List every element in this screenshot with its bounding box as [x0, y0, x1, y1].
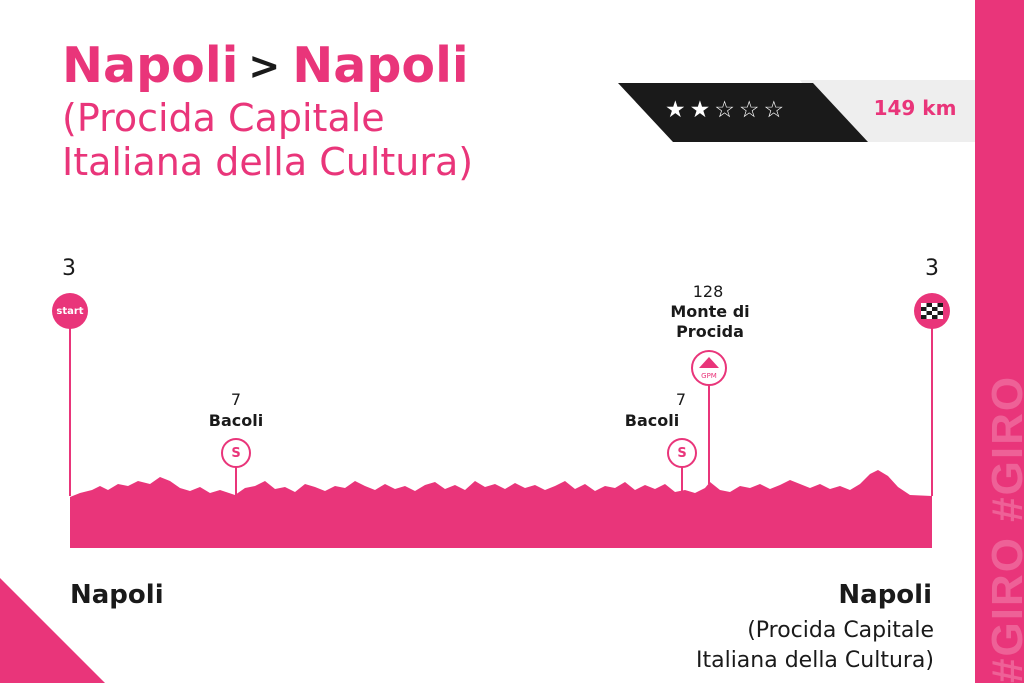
start-altitude: 3 — [62, 256, 76, 281]
waypoint1-altitude: 7 — [230, 390, 242, 409]
finish-sub: (Procida Capitale Italiana della Cultura… — [696, 616, 934, 676]
waypoint3-stem — [708, 384, 710, 484]
checkered-flag-icon — [914, 293, 950, 329]
waypoint3-altitude: 128 — [692, 282, 724, 301]
waypoint2-stem — [681, 467, 683, 493]
waypoint2-name: Bacoli — [624, 411, 680, 430]
sprint-badge-2: S — [667, 438, 697, 468]
sprint-badge-1: S — [221, 438, 251, 468]
title-to: Napoli — [292, 37, 469, 94]
title-arrow-icon: > — [248, 44, 281, 88]
difficulty-stars: ★★☆☆☆ — [665, 97, 789, 123]
start-badge: start — [52, 293, 88, 329]
waypoint3-name-line2: Procida — [676, 322, 744, 341]
elevation-profile — [70, 470, 932, 548]
finish-sub-line1: (Procida Capitale — [747, 618, 934, 643]
title-from: Napoli — [62, 37, 239, 94]
finish-sub-line2: Italiana della Cultura) — [695, 648, 934, 673]
profile-shape — [70, 470, 932, 548]
start-stem — [69, 326, 71, 496]
finish-stem — [931, 326, 933, 496]
title-main: Napoli > Napoli — [62, 36, 473, 96]
title-sub-line2: Italiana della Cultura) — [62, 140, 474, 184]
distance-value: 149 km — [873, 96, 957, 120]
mountain-icon: GPM — [699, 357, 719, 380]
corner-decoration — [0, 578, 105, 683]
waypoint3-name: Monte di Procida — [660, 302, 760, 342]
finish-altitude: 3 — [925, 256, 939, 281]
waypoint1-stem — [235, 467, 237, 497]
side-watermark: #GIRO #GIRO — [983, 374, 1023, 683]
waypoint3-name-line1: Monte di — [670, 302, 750, 321]
stage-title: Napoli > Napoli (Procida Capitale Italia… — [62, 36, 473, 184]
finish-name: Napoli — [838, 580, 932, 610]
waypoint1-name: Bacoli — [208, 411, 264, 430]
gpm-label: GPM — [701, 372, 717, 380]
title-sub-line1: (Procida Capitale — [62, 96, 385, 140]
start-name: Napoli — [70, 580, 164, 610]
waypoint2-altitude: 7 — [675, 390, 687, 409]
gpm-badge: GPM — [691, 350, 727, 386]
side-stripe: #GIRO #GIRO — [975, 0, 1024, 683]
flag-svg — [921, 303, 943, 319]
